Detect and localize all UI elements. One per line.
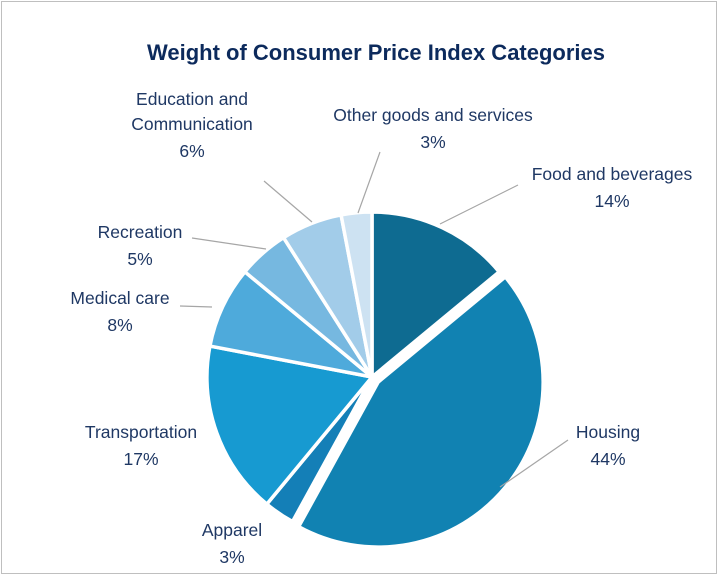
- slice-label-food-and-beverages: Food and beverages: [532, 164, 693, 184]
- slice-label-apparel: Apparel: [202, 520, 262, 540]
- leader-line-other-goods-and-services: [357, 151, 381, 214]
- leader-line-education-and-communication: [263, 180, 313, 223]
- slice-value-medical-care: 8%: [107, 315, 132, 335]
- slice-value-food-and-beverages: 14%: [594, 191, 629, 211]
- slice-value-apparel: 3%: [219, 547, 244, 567]
- chart-title: Weight of Consumer Price Index Categorie…: [146, 40, 606, 65]
- slice-label-recreation: Recreation: [98, 222, 183, 242]
- slice-label-medical-care: Medical care: [70, 288, 169, 308]
- slice-label-education-and-communication: Education and Communication: [131, 89, 253, 134]
- pie-slice-other-goods-and-services: [339, 210, 374, 379]
- slice-label-transportation: Transportation: [85, 422, 197, 442]
- pie-slice-food-and-beverages: [370, 210, 501, 379]
- slice-label-housing: Housing: [576, 422, 640, 442]
- leader-line-recreation: [191, 237, 267, 250]
- pie-slice-transportation: [205, 344, 374, 506]
- leader-line-medical-care: [179, 305, 213, 308]
- slice-value-other-goods-and-services: 3%: [420, 132, 445, 152]
- leader-line-food-and-beverages: [439, 184, 519, 225]
- slice-value-transportation: 17%: [123, 449, 158, 469]
- slice-value-housing: 44%: [590, 449, 625, 469]
- slice-label-other-goods-and-services: Other goods and services: [333, 105, 533, 125]
- slice-value-recreation: 5%: [127, 249, 152, 269]
- pie-slice-housing: [296, 275, 545, 549]
- slice-value-education-and-communication: 6%: [179, 141, 204, 161]
- leader-line-housing: [499, 439, 569, 488]
